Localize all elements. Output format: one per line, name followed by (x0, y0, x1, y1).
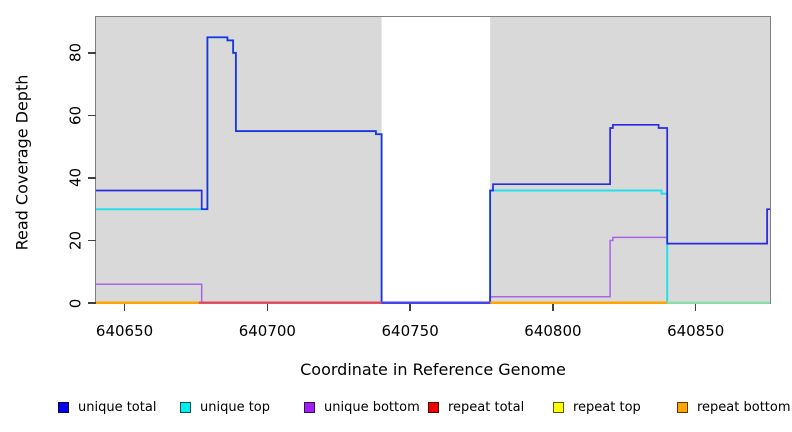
x-tick-label: 640700 (238, 322, 296, 340)
x-tick-label: 640800 (524, 322, 582, 340)
y-tick (88, 52, 96, 54)
plot-panel (95, 16, 771, 304)
legend-label: repeat bottom (697, 399, 791, 415)
legend-swatch-unique-bottom (304, 401, 315, 413)
x-axis-title: Coordinate in Reference Genome (300, 360, 566, 379)
legend-item-unique-top: unique top (180, 399, 270, 415)
legend-swatch-unique-total (58, 401, 69, 413)
y-tick (88, 114, 96, 117)
legend-label: unique bottom (324, 399, 420, 415)
legend-item-repeat-bottom: repeat bottom (677, 399, 791, 415)
y-tick-label: 60 (66, 105, 85, 125)
legend-swatch-repeat-bottom (677, 401, 688, 413)
y-tick-label: 80 (66, 43, 85, 63)
y-tick-label: 20 (66, 230, 85, 251)
y-axis-title: Read Coverage Depth (12, 74, 32, 251)
y-tick (88, 239, 96, 242)
legend-swatch-repeat-top (553, 401, 564, 413)
x-tick-label: 640650 (95, 322, 154, 340)
legend-label: unique top (200, 399, 271, 415)
x-tick (123, 304, 126, 311)
legend-label: repeat top (573, 399, 641, 415)
y-tick (88, 177, 96, 179)
legend-label: repeat total (448, 399, 525, 415)
legend-item-unique-bottom: unique bottom (304, 399, 420, 415)
y-tick (88, 302, 96, 304)
legend-item-unique-total: unique total (58, 399, 156, 415)
plot-canvas (96, 17, 770, 304)
x-tick (266, 304, 269, 311)
legend-swatch-unique-top (180, 401, 191, 413)
legend-swatch-repeat-total (428, 401, 439, 413)
legend-label: unique total (78, 399, 157, 415)
no-data-region (381, 17, 491, 303)
y-tick-label: 0 (66, 298, 85, 308)
legend: unique total unique top unique bottom repea… (0, 399, 792, 417)
x-tick-label: 640850 (667, 322, 725, 340)
x-tick (409, 304, 411, 311)
x-tick (694, 304, 697, 311)
x-tick-label: 640750 (381, 322, 439, 340)
x-tick (552, 304, 554, 311)
y-tick-label: 40 (66, 168, 85, 188)
legend-item-repeat-top: repeat top (553, 399, 641, 415)
legend-item-repeat-total: repeat total (428, 399, 524, 415)
